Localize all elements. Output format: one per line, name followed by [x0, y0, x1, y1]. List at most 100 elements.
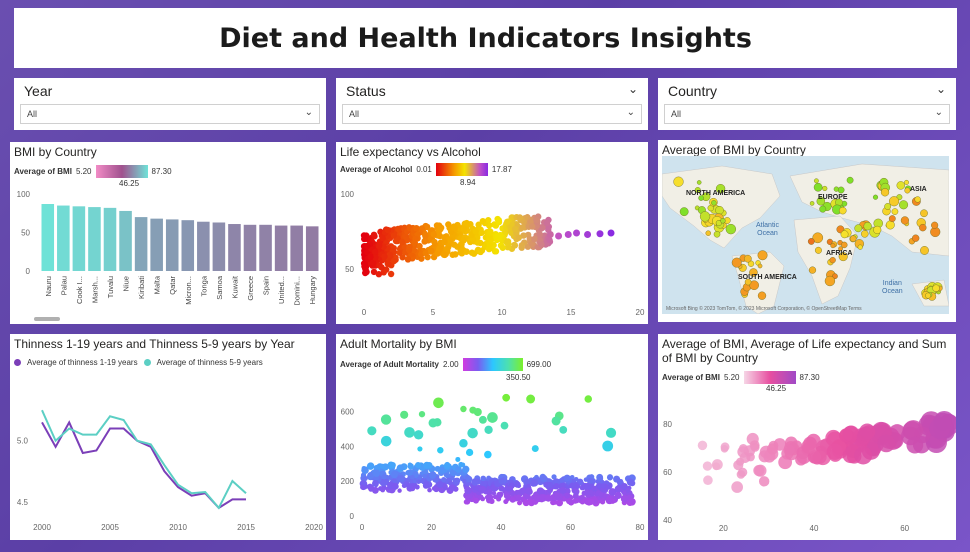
map-bubble[interactable]	[904, 179, 909, 185]
map-bubble[interactable]	[696, 180, 702, 185]
chevron-down-icon[interactable]: ⌄	[304, 107, 313, 118]
data-point	[607, 475, 613, 481]
life-vs-alcohol-card[interactable]: Life expectancy vs Alcohol Average of Al…	[336, 142, 648, 324]
country-dropdown[interactable]: All ⌄	[664, 104, 950, 124]
thinness-card[interactable]: Thinness 1-19 years and Thinness 5-9 yea…	[10, 334, 326, 540]
status-dropdown[interactable]: All ⌄	[342, 104, 642, 124]
map-bubble[interactable]	[863, 222, 872, 231]
map-bubble[interactable]	[808, 266, 817, 274]
map-bubble[interactable]	[830, 243, 836, 249]
map-bubble[interactable]	[705, 230, 711, 236]
map-bubble[interactable]	[829, 257, 836, 264]
map-bubble[interactable]	[673, 176, 684, 187]
map-bubble[interactable]	[698, 195, 704, 201]
map-bubble[interactable]	[839, 206, 847, 215]
map-bubble[interactable]	[816, 197, 826, 206]
map-bubble[interactable]	[838, 252, 848, 262]
map-bubble[interactable]	[757, 263, 763, 269]
map-bubble[interactable]	[813, 182, 823, 192]
map-bubble[interactable]	[884, 203, 892, 210]
map-bubble[interactable]	[914, 196, 921, 203]
map-bubble[interactable]	[833, 186, 839, 192]
bmi-map-card[interactable]: Average of BMI by Country NORTH AMERICA …	[658, 140, 956, 322]
map-bubble[interactable]	[715, 184, 726, 194]
map-bubble[interactable]	[819, 205, 827, 213]
map-bubble[interactable]	[838, 246, 843, 252]
bar	[181, 220, 195, 271]
map-bubble[interactable]	[899, 200, 909, 210]
map-bubble[interactable]	[744, 278, 752, 286]
chevron-down-icon[interactable]: ⌄	[935, 82, 946, 96]
map-bubble[interactable]	[889, 196, 900, 207]
x-tick-label: 0	[360, 523, 365, 532]
map-bubble[interactable]	[920, 209, 928, 218]
chevron-down-icon[interactable]: ⌄	[627, 82, 638, 96]
map-bubble[interactable]	[849, 235, 857, 242]
map-bubble[interactable]	[920, 246, 929, 255]
map-bubble[interactable]	[812, 232, 824, 244]
legend-series-1: Average of thinness 1-19 years	[27, 358, 138, 367]
map-bubble[interactable]	[731, 257, 742, 268]
status-slicer[interactable]: Status ⌄ All ⌄	[336, 78, 648, 130]
data-point	[366, 462, 375, 470]
map-bubble[interactable]	[873, 225, 882, 234]
map-bubble[interactable]	[885, 220, 895, 230]
map-bubble[interactable]	[813, 178, 819, 184]
data-point	[386, 251, 393, 259]
map-bubble[interactable]	[814, 246, 822, 254]
map-bubble[interactable]	[757, 250, 768, 261]
map-label: SOUTH AMERICA	[738, 274, 797, 281]
map-bubble[interactable]	[880, 188, 890, 197]
chevron-down-icon[interactable]: ⌄	[934, 107, 943, 118]
map-bubble[interactable]	[919, 223, 927, 232]
map-bubble[interactable]	[846, 176, 854, 184]
map-bubble[interactable]	[854, 224, 863, 233]
map-bubble[interactable]	[872, 194, 879, 200]
map-bubble[interactable]	[711, 200, 717, 206]
map-bubble[interactable]	[896, 181, 905, 190]
map-bubble[interactable]	[900, 216, 909, 225]
map-bubble[interactable]	[861, 230, 869, 238]
map-bubble[interactable]	[725, 223, 737, 235]
year-dropdown[interactable]: All ⌄	[20, 104, 320, 124]
data-point	[486, 241, 493, 249]
map-bubble[interactable]	[931, 221, 939, 229]
map-bubble[interactable]	[749, 268, 758, 277]
map-bubble[interactable]	[824, 275, 836, 287]
map-bubble[interactable]	[822, 185, 828, 192]
map-bubble[interactable]	[888, 215, 896, 223]
horizontal-scrollbar[interactable]	[34, 317, 60, 321]
map-bubble[interactable]	[809, 201, 815, 206]
map-bubble[interactable]	[679, 207, 689, 217]
map-bubble[interactable]	[925, 292, 932, 299]
map-bubble[interactable]	[757, 291, 767, 300]
map-bubble[interactable]	[694, 187, 701, 194]
map-bubble[interactable]	[713, 231, 721, 238]
world-map[interactable]: NORTH AMERICA EUROPE ASIA AFRICA SOUTH A…	[662, 156, 949, 314]
map-bubble[interactable]	[744, 254, 752, 263]
map-bubble[interactable]	[837, 186, 845, 194]
map-bubble[interactable]	[891, 208, 899, 215]
year-slicer[interactable]: Year All ⌄	[14, 78, 326, 130]
data-point	[605, 427, 617, 438]
map-bubble[interactable]	[699, 211, 711, 222]
map-bubble[interactable]	[715, 206, 724, 215]
map-bubble[interactable]	[932, 284, 940, 292]
map-bubble[interactable]	[807, 238, 815, 245]
data-point	[464, 486, 472, 495]
map-bubble[interactable]	[904, 187, 911, 194]
map-bubble[interactable]	[749, 280, 759, 291]
y-tick-label: 50	[21, 229, 30, 238]
map-bubble[interactable]	[841, 241, 848, 249]
bmi-by-country-card[interactable]: BMI by Country Average of BMI 5.20 87.30…	[10, 142, 326, 324]
map-bubble[interactable]	[840, 230, 849, 239]
adult-mortality-card[interactable]: Adult Mortality by BMI Average of Adult …	[336, 334, 648, 540]
data-point	[463, 219, 470, 227]
chevron-down-icon[interactable]: ⌄	[626, 107, 635, 118]
country-slicer[interactable]: Country ⌄ All ⌄	[658, 78, 956, 130]
map-bubble[interactable]	[912, 234, 920, 242]
bubble-chart-card[interactable]: Average of BMI, Average of Life expectan…	[658, 334, 956, 540]
map-bubble[interactable]	[857, 244, 863, 250]
data-point	[371, 480, 379, 487]
map-bubble[interactable]	[720, 218, 726, 224]
